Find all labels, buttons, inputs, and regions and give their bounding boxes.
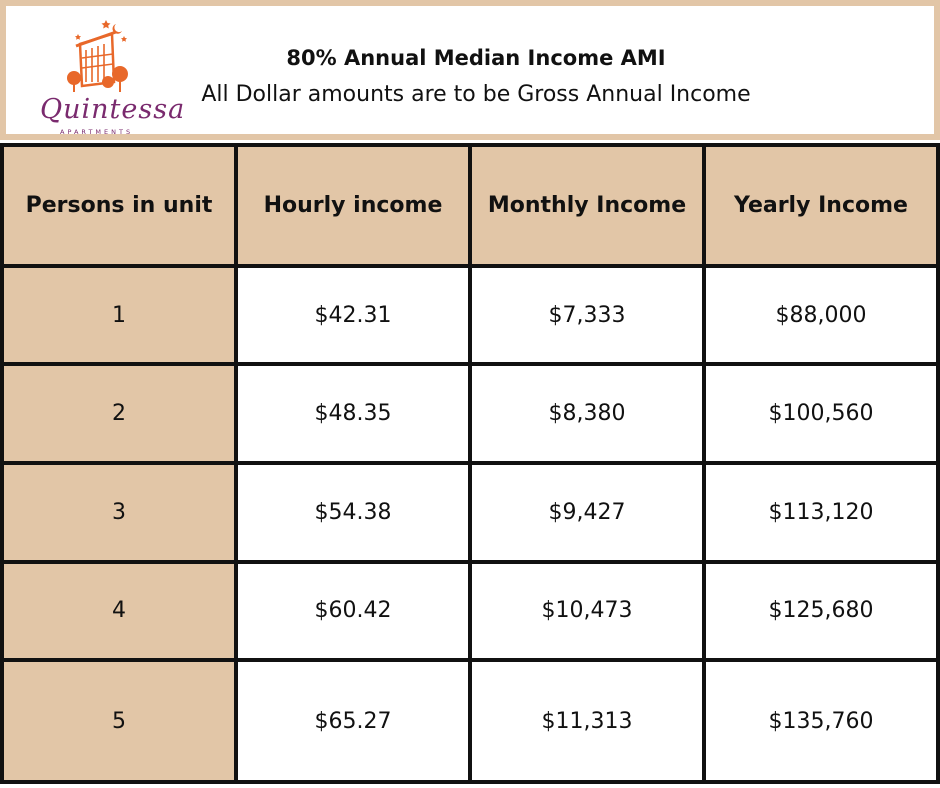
page-subtitle: All Dollar amounts are to be Gross Annua… (201, 82, 751, 107)
header-panel: Quintessa APARTMENTS 80% Annual Median I… (6, 6, 934, 136)
hourly-cell: $42.31 (234, 263, 472, 367)
hourly-cell: $65.27 (234, 658, 472, 784)
logo: Quintessa APARTMENTS (20, 16, 184, 136)
hourly-cell: $48.35 (234, 362, 472, 465)
income-table: Persons in unit Hourly income Monthly In… (0, 143, 940, 784)
table-row: 5 $65.27 $11,313 $135,760 (0, 658, 940, 784)
building-logo-icon (67, 20, 128, 92)
table-row: 2 $48.35 $8,380 $100,560 (0, 362, 940, 465)
column-header-persons: Persons in unit (0, 143, 238, 268)
table-row: 1 $42.31 $7,333 $88,000 (0, 263, 940, 367)
hourly-cell: $60.42 (234, 559, 472, 663)
persons-cell: 5 (0, 658, 238, 784)
page-header: Quintessa APARTMENTS 80% Annual Median I… (0, 0, 940, 140)
persons-cell: 4 (0, 559, 238, 663)
logo-wordmark: Quintessa (40, 94, 186, 125)
column-header-hourly: Hourly income (234, 143, 472, 268)
persons-cell: 2 (0, 362, 238, 465)
monthly-cell: $7,333 (468, 263, 706, 367)
table-header-row: Persons in unit Hourly income Monthly In… (0, 143, 940, 268)
page-title: 80% Annual Median Income AMI (286, 46, 666, 70)
yearly-cell: $100,560 (702, 362, 940, 465)
hourly-cell: $54.38 (234, 460, 472, 564)
table-row: 3 $54.38 $9,427 $113,120 (0, 460, 940, 564)
yearly-cell: $88,000 (702, 263, 940, 367)
column-header-yearly: Yearly Income (702, 143, 940, 268)
column-header-monthly: Monthly Income (468, 143, 706, 268)
yearly-cell: $125,680 (702, 559, 940, 663)
monthly-cell: $9,427 (468, 460, 706, 564)
monthly-cell: $8,380 (468, 362, 706, 465)
logo-tagline: APARTMENTS (60, 128, 134, 136)
yearly-cell: $135,760 (702, 658, 940, 784)
persons-cell: 3 (0, 460, 238, 564)
monthly-cell: $10,473 (468, 559, 706, 663)
table-row: 4 $60.42 $10,473 $125,680 (0, 559, 940, 663)
persons-cell: 1 (0, 263, 238, 367)
yearly-cell: $113,120 (702, 460, 940, 564)
monthly-cell: $11,313 (468, 658, 706, 784)
